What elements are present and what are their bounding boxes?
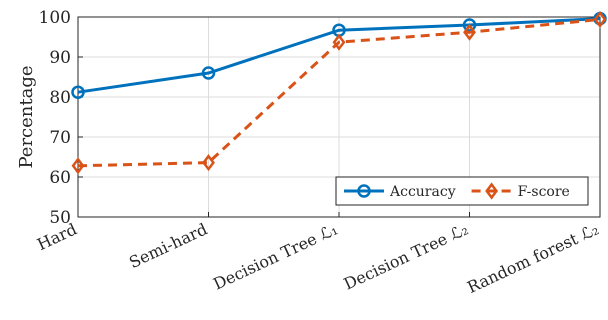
series-line-accuracy xyxy=(77,17,601,94)
marker-f-score xyxy=(202,154,215,172)
marker-f-score xyxy=(332,33,346,51)
series-accuracy xyxy=(71,11,607,99)
y-tick-label: 100 xyxy=(39,8,71,28)
marker-f-score xyxy=(71,157,85,175)
marker-accuracy xyxy=(71,85,85,99)
y-tick-label: 90 xyxy=(49,48,71,68)
x-tick-label: Decision Tree ℒ₁ xyxy=(210,219,340,293)
marker-f-score xyxy=(485,182,499,200)
marker-f-score xyxy=(463,23,476,41)
y-tick-label: 70 xyxy=(49,128,71,148)
y-tick-label: 80 xyxy=(49,88,71,108)
series-line-f-score xyxy=(77,17,601,168)
legend-label-f-score: F-score xyxy=(518,184,570,200)
y-axis-title: Percentage xyxy=(16,65,37,168)
legend: Accuracy F-score xyxy=(335,176,589,206)
x-tick-label: Decision Tree ℒ₂ xyxy=(341,219,471,293)
marker-accuracy xyxy=(201,66,216,80)
marker-accuracy xyxy=(357,184,371,198)
y-tick-label: 50 xyxy=(49,208,71,228)
y-tick-label: 60 xyxy=(49,168,71,188)
marker-f-score xyxy=(593,10,607,28)
y-axis: 50 60 70 80 90 100 xyxy=(39,8,83,228)
x-tick-label: Semi-hard xyxy=(126,219,210,272)
series-f-score xyxy=(71,10,607,175)
x-axis: Hard Semi-hard Decision Tree ℒ₁ Decision Tr… xyxy=(34,212,602,297)
series xyxy=(71,10,607,175)
x-tick-label: Random forest ℒ₂ xyxy=(464,219,601,297)
legend-label-accuracy: Accuracy xyxy=(389,184,456,200)
marker-accuracy xyxy=(462,18,477,32)
